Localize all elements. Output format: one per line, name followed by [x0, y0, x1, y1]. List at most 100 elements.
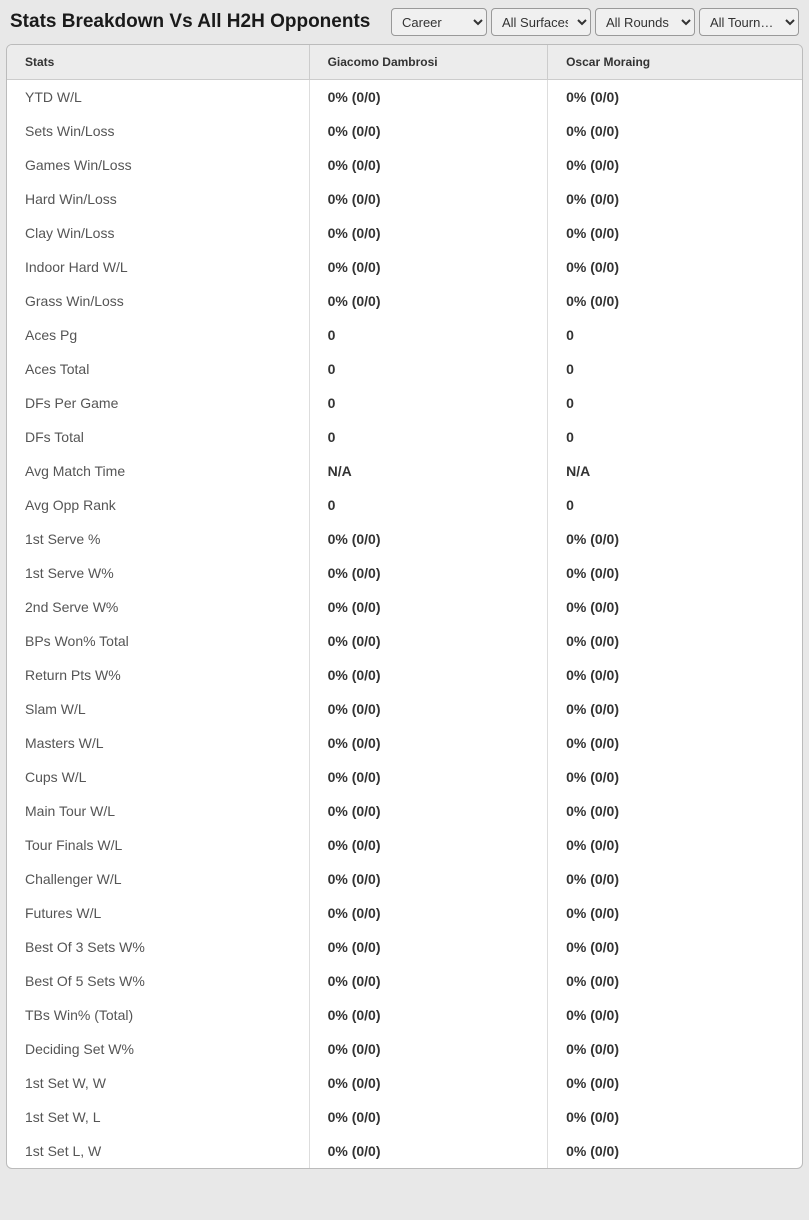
stat-label: Grass Win/Loss	[7, 284, 309, 318]
player1-value: 0% (0/0)	[309, 624, 548, 658]
stat-label: Challenger W/L	[7, 862, 309, 896]
table-row: 1st Set W, W0% (0/0)0% (0/0)	[7, 1066, 802, 1100]
player1-value: 0% (0/0)	[309, 250, 548, 284]
player2-value: 0% (0/0)	[548, 794, 802, 828]
table-row: Aces Total00	[7, 352, 802, 386]
player1-value: 0% (0/0)	[309, 658, 548, 692]
player2-value: 0% (0/0)	[548, 930, 802, 964]
table-row: Return Pts W%0% (0/0)0% (0/0)	[7, 658, 802, 692]
stat-label: BPs Won% Total	[7, 624, 309, 658]
player1-value: 0	[309, 318, 548, 352]
stat-label: Sets Win/Loss	[7, 114, 309, 148]
table-row: Futures W/L0% (0/0)0% (0/0)	[7, 896, 802, 930]
stat-label: DFs Per Game	[7, 386, 309, 420]
player1-value: 0% (0/0)	[309, 862, 548, 896]
player2-value: 0	[548, 386, 802, 420]
player2-value: 0	[548, 318, 802, 352]
table-row: Main Tour W/L0% (0/0)0% (0/0)	[7, 794, 802, 828]
stat-label: 2nd Serve W%	[7, 590, 309, 624]
player1-value: 0% (0/0)	[309, 522, 548, 556]
stat-label: Avg Opp Rank	[7, 488, 309, 522]
player2-value: 0% (0/0)	[548, 964, 802, 998]
player1-value: 0% (0/0)	[309, 114, 548, 148]
tournament-select[interactable]: All Tourn…	[699, 8, 799, 36]
player2-value: 0% (0/0)	[548, 624, 802, 658]
player1-value: 0% (0/0)	[309, 930, 548, 964]
table-row: 1st Serve W%0% (0/0)0% (0/0)	[7, 556, 802, 590]
player1-value: 0	[309, 386, 548, 420]
table-row: Sets Win/Loss0% (0/0)0% (0/0)	[7, 114, 802, 148]
stat-label: Clay Win/Loss	[7, 216, 309, 250]
stat-label: Aces Pg	[7, 318, 309, 352]
column-header-player1: Giacomo Dambrosi	[309, 45, 548, 80]
table-header-row: Stats Giacomo Dambrosi Oscar Moraing	[7, 45, 802, 80]
player1-value: 0% (0/0)	[309, 556, 548, 590]
stat-label: DFs Total	[7, 420, 309, 454]
player2-value: 0% (0/0)	[548, 284, 802, 318]
player2-value: 0% (0/0)	[548, 658, 802, 692]
player1-value: 0% (0/0)	[309, 998, 548, 1032]
player1-value: 0% (0/0)	[309, 1100, 548, 1134]
column-header-player2: Oscar Moraing	[548, 45, 802, 80]
page-title: Stats Breakdown Vs All H2H Opponents	[10, 11, 370, 33]
player1-value: 0% (0/0)	[309, 216, 548, 250]
player1-value: 0% (0/0)	[309, 828, 548, 862]
player2-value: 0% (0/0)	[548, 896, 802, 930]
table-row: Challenger W/L0% (0/0)0% (0/0)	[7, 862, 802, 896]
table-row: Tour Finals W/L0% (0/0)0% (0/0)	[7, 828, 802, 862]
player1-value: 0% (0/0)	[309, 726, 548, 760]
player2-value: 0% (0/0)	[548, 1066, 802, 1100]
table-row: Avg Match TimeN/AN/A	[7, 454, 802, 488]
player2-value: 0	[548, 420, 802, 454]
table-row: Games Win/Loss0% (0/0)0% (0/0)	[7, 148, 802, 182]
player1-value: 0% (0/0)	[309, 284, 548, 318]
stat-label: TBs Win% (Total)	[7, 998, 309, 1032]
table-row: 1st Serve %0% (0/0)0% (0/0)	[7, 522, 802, 556]
stat-label: Best Of 5 Sets W%	[7, 964, 309, 998]
stat-label: Games Win/Loss	[7, 148, 309, 182]
player1-value: 0	[309, 420, 548, 454]
stat-label: YTD W/L	[7, 80, 309, 115]
table-row: Cups W/L0% (0/0)0% (0/0)	[7, 760, 802, 794]
table-row: 1st Set W, L0% (0/0)0% (0/0)	[7, 1100, 802, 1134]
table-row: Best Of 5 Sets W%0% (0/0)0% (0/0)	[7, 964, 802, 998]
player2-value: 0	[548, 488, 802, 522]
table-row: Best Of 3 Sets W%0% (0/0)0% (0/0)	[7, 930, 802, 964]
table-row: 2nd Serve W%0% (0/0)0% (0/0)	[7, 590, 802, 624]
table-row: Grass Win/Loss0% (0/0)0% (0/0)	[7, 284, 802, 318]
player1-value: 0% (0/0)	[309, 692, 548, 726]
table-row: 1st Set L, W0% (0/0)0% (0/0)	[7, 1134, 802, 1168]
stat-label: Cups W/L	[7, 760, 309, 794]
stat-label: Aces Total	[7, 352, 309, 386]
stat-label: Return Pts W%	[7, 658, 309, 692]
player2-value: 0% (0/0)	[548, 726, 802, 760]
player1-value: N/A	[309, 454, 548, 488]
player1-value: 0	[309, 352, 548, 386]
player2-value: 0% (0/0)	[548, 828, 802, 862]
player2-value: 0% (0/0)	[548, 1134, 802, 1168]
player2-value: 0% (0/0)	[548, 998, 802, 1032]
player2-value: 0% (0/0)	[548, 148, 802, 182]
table-row: Masters W/L0% (0/0)0% (0/0)	[7, 726, 802, 760]
stat-label: Tour Finals W/L	[7, 828, 309, 862]
stat-label: 1st Set W, L	[7, 1100, 309, 1134]
player2-value: 0% (0/0)	[548, 250, 802, 284]
player2-value: 0% (0/0)	[548, 692, 802, 726]
player1-value: 0% (0/0)	[309, 896, 548, 930]
player1-value: 0% (0/0)	[309, 590, 548, 624]
stat-label: 1st Set W, W	[7, 1066, 309, 1100]
column-header-stats: Stats	[7, 45, 309, 80]
player1-value: 0% (0/0)	[309, 182, 548, 216]
period-select[interactable]: Career	[391, 8, 487, 36]
player1-value: 0% (0/0)	[309, 1066, 548, 1100]
table-row: Aces Pg00	[7, 318, 802, 352]
table-row: Hard Win/Loss0% (0/0)0% (0/0)	[7, 182, 802, 216]
surface-select[interactable]: All Surfaces	[491, 8, 591, 36]
player1-value: 0% (0/0)	[309, 1134, 548, 1168]
stat-label: 1st Serve %	[7, 522, 309, 556]
round-select[interactable]: All Rounds	[595, 8, 695, 36]
player2-value: 0% (0/0)	[548, 590, 802, 624]
stat-label: Indoor Hard W/L	[7, 250, 309, 284]
stat-label: Hard Win/Loss	[7, 182, 309, 216]
player1-value: 0% (0/0)	[309, 760, 548, 794]
